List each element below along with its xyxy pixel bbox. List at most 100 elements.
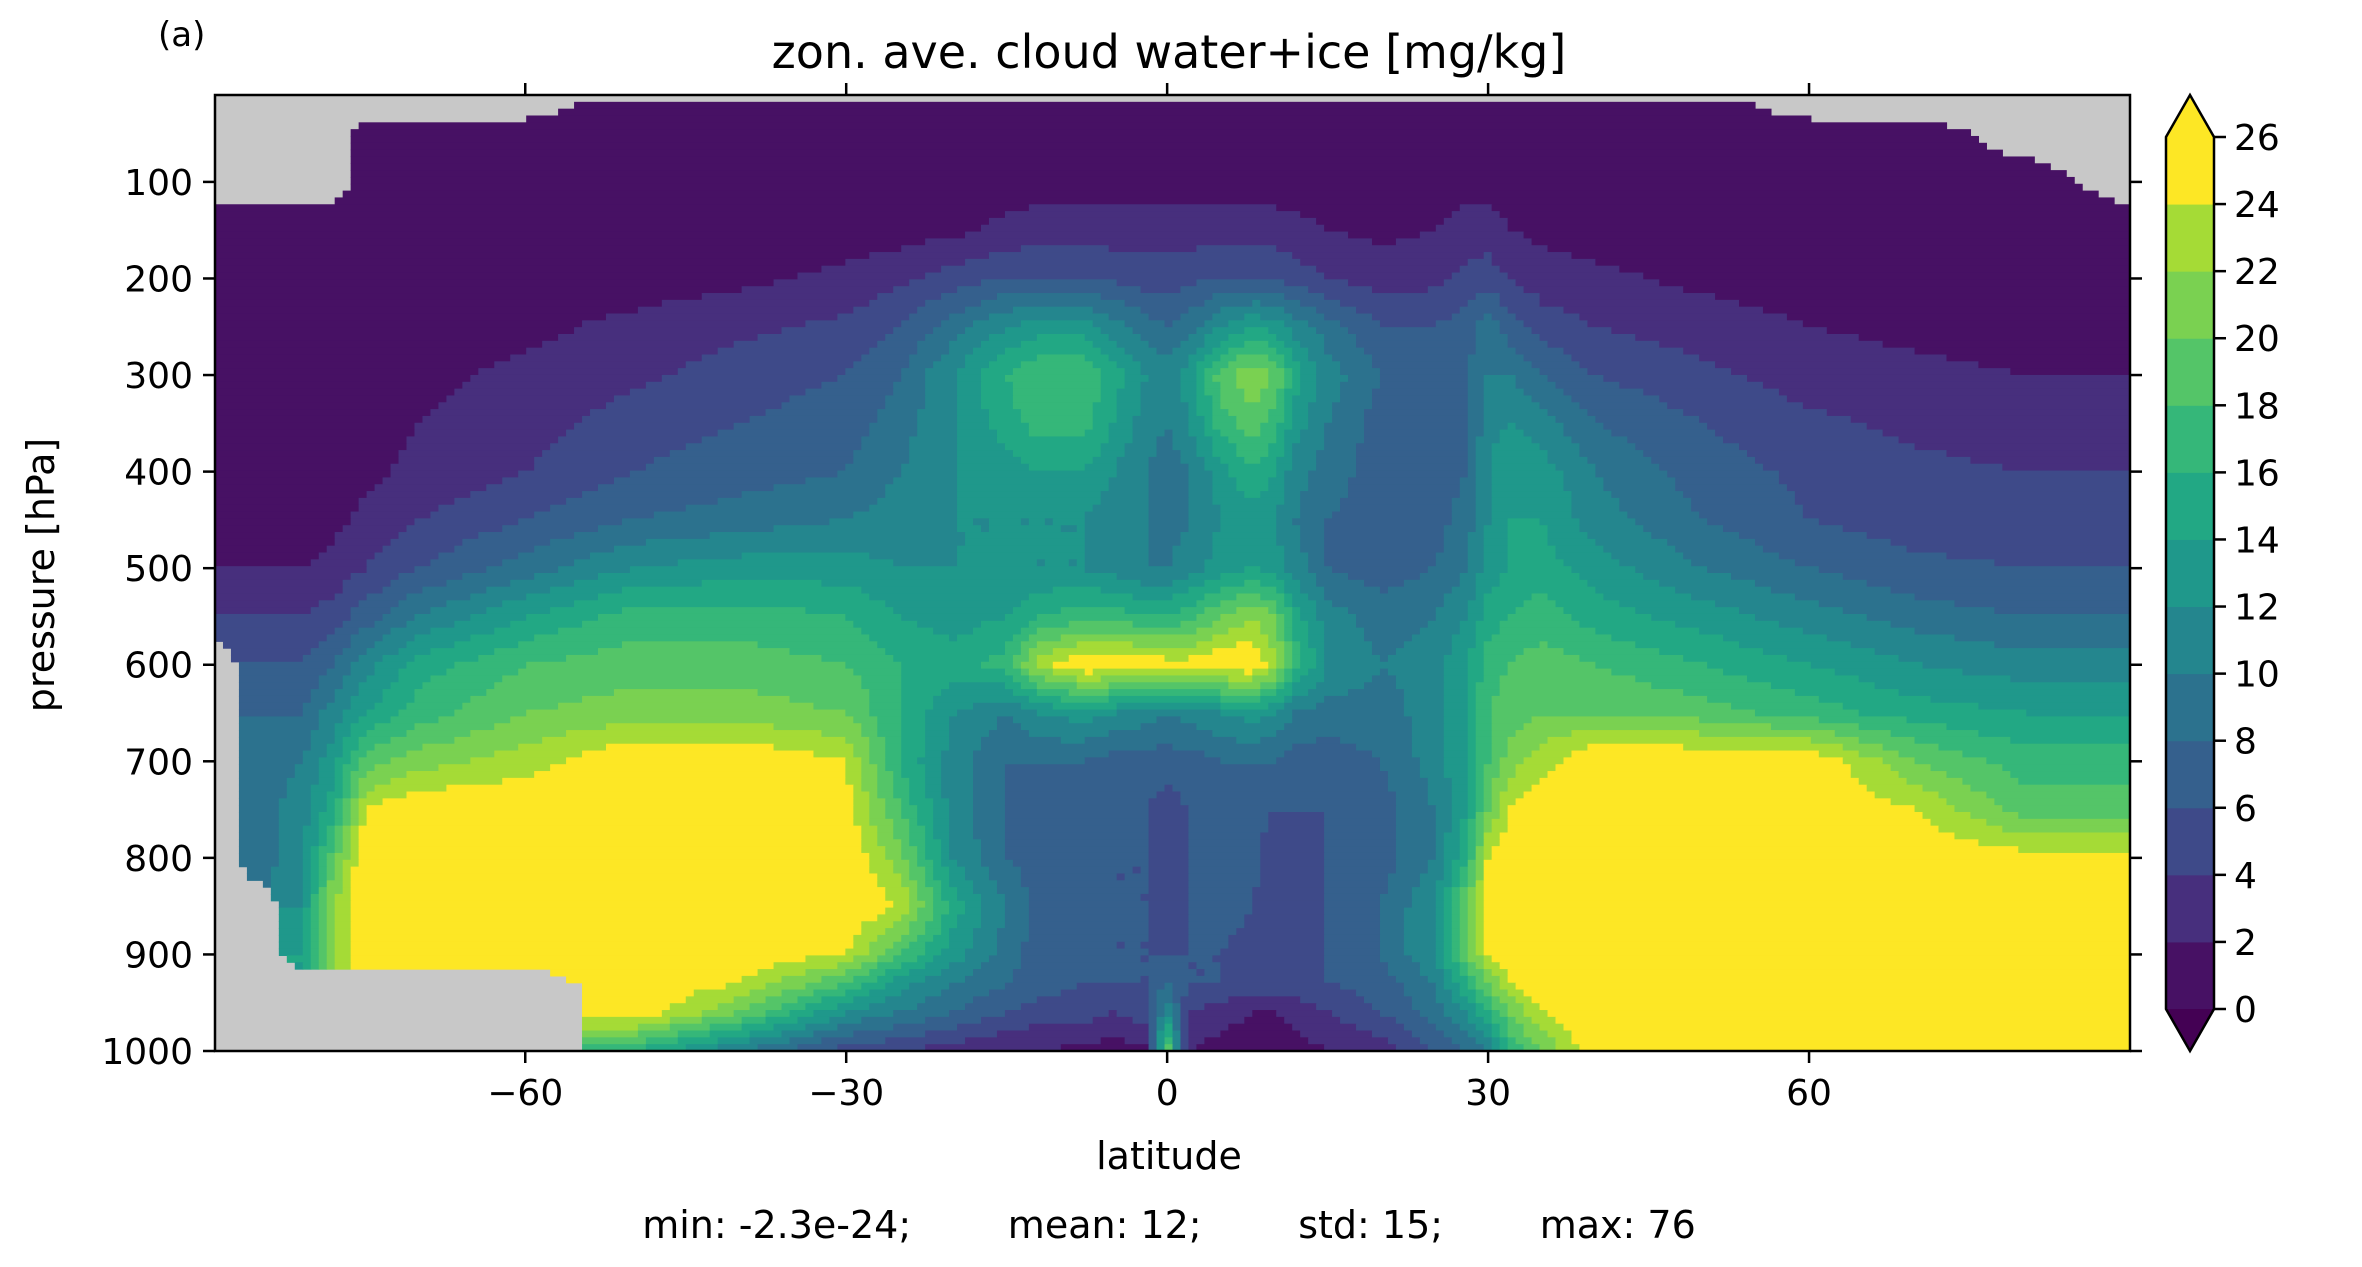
- contour-cell: [398, 600, 447, 608]
- contour-cell: [1036, 682, 1078, 690]
- contour-cell: [1316, 265, 1461, 274]
- contour-cell: [909, 941, 926, 950]
- contour-cell: [853, 456, 910, 465]
- contour-cell: [621, 518, 830, 526]
- contour-cell: [1475, 798, 1485, 806]
- contour-cell: [925, 777, 942, 786]
- contour-cell: [941, 948, 966, 956]
- contour-cell: [941, 859, 958, 868]
- contour-cell: [893, 327, 934, 335]
- contour-cell: [1467, 852, 1477, 861]
- contour-cell: [1324, 825, 1397, 834]
- contour-cell: [1236, 354, 1269, 362]
- contour-cell: [566, 654, 823, 663]
- contour-cell: [1507, 825, 1940, 834]
- contour-cell: [1571, 395, 1660, 403]
- contour-cell: [1459, 204, 1493, 212]
- contour-cell: [949, 723, 998, 731]
- contour-cell: [1276, 463, 1293, 472]
- contour-cell: [1483, 525, 1509, 533]
- contour-cell: [1188, 354, 1206, 362]
- contour-cell: [957, 559, 1038, 567]
- contour-cell: [2010, 675, 2130, 683]
- contour-cell: [1419, 231, 1525, 239]
- contour-cell: [1260, 620, 1277, 629]
- contour-cell: [1180, 538, 1213, 547]
- contour-cell: [1483, 852, 1493, 861]
- contour-cell: [1635, 566, 1708, 574]
- contour-cell: [1451, 818, 1461, 827]
- contour-cell: [1324, 866, 1397, 875]
- contour-cell: [1491, 989, 1509, 997]
- contour-cell: [1467, 941, 1477, 950]
- contour-cell: [981, 743, 1158, 752]
- contour-cell: [1794, 593, 1916, 601]
- contour-cell: [909, 777, 926, 786]
- contour-cell: [1874, 648, 2130, 656]
- colorbar-over-triangle: [2166, 95, 2214, 137]
- contour-cell: [318, 723, 336, 731]
- contour-cell: [1475, 518, 1493, 526]
- contour-cell: [1427, 975, 1445, 984]
- contour-cell: [749, 1037, 791, 1045]
- contour-cell: [215, 361, 495, 369]
- contour-cell: [973, 347, 1006, 356]
- contour-cell: [957, 470, 1118, 478]
- contour-cell: [1419, 573, 1461, 581]
- contour-cell: [1539, 1003, 2130, 1011]
- contour-cell: [1451, 1037, 1477, 1045]
- contour-cell: [1348, 573, 1421, 581]
- contour-cell: [925, 730, 950, 738]
- contour-cell: [949, 825, 974, 834]
- contour-cell: [1140, 893, 1190, 902]
- contour-cell: [1898, 750, 1964, 758]
- contour-cell: [1443, 948, 1453, 956]
- contour-cell: [1451, 989, 1461, 997]
- contour-cell: [238, 757, 304, 765]
- contour-cell: [1324, 668, 1381, 677]
- contour-cell: [1148, 900, 1190, 909]
- contour-cell: [1284, 279, 1349, 287]
- contour-cell: [1204, 422, 1213, 431]
- contour-cell: [1483, 668, 1509, 677]
- contour-cell: [334, 818, 344, 827]
- contour-cell: [1443, 668, 1469, 677]
- contour-cell: [406, 791, 854, 799]
- contour-cell: [1866, 532, 2130, 540]
- contour-cell: [558, 436, 703, 444]
- contour-cell: [1188, 887, 1253, 895]
- contour-cell: [917, 893, 934, 902]
- contour-cell: [1395, 846, 1437, 854]
- contour-cell: [1204, 1003, 1317, 1011]
- contour-cell: [1467, 381, 1485, 390]
- contour-cell: [1451, 648, 1469, 656]
- contour-cell: [318, 934, 328, 943]
- contour-cell: [661, 1010, 703, 1018]
- contour-cell: [1300, 258, 1469, 267]
- contour-cell: [957, 552, 1086, 560]
- contour-cell: [1004, 805, 1150, 813]
- contour-cell: [1659, 463, 1764, 472]
- contour-cell: [1212, 374, 1237, 383]
- contour-cell: [1180, 388, 1198, 397]
- contour-cell: [1691, 497, 1796, 506]
- contour-cell: [1499, 579, 1589, 588]
- contour-cell: [925, 900, 934, 909]
- contour-cell: [1308, 470, 1357, 478]
- contour-cell: [1076, 982, 1150, 991]
- contour-cell: [1212, 395, 1221, 403]
- contour-cell: [981, 374, 1006, 383]
- contour-cell: [326, 702, 352, 711]
- contour-cell: [1316, 327, 1349, 335]
- contour-cell: [957, 422, 990, 431]
- contour-cell: [957, 893, 982, 902]
- contour-cell: [1387, 873, 1421, 881]
- contour-cell: [1140, 723, 1198, 731]
- contour-cell: [1531, 716, 1700, 724]
- contour-cell: [925, 381, 958, 390]
- contour-cell: [1196, 409, 1213, 417]
- contour-cell: [661, 374, 838, 383]
- contour-cell: [1427, 798, 1453, 806]
- contour-cell: [1395, 805, 1437, 813]
- contour-cell: [1172, 545, 1213, 554]
